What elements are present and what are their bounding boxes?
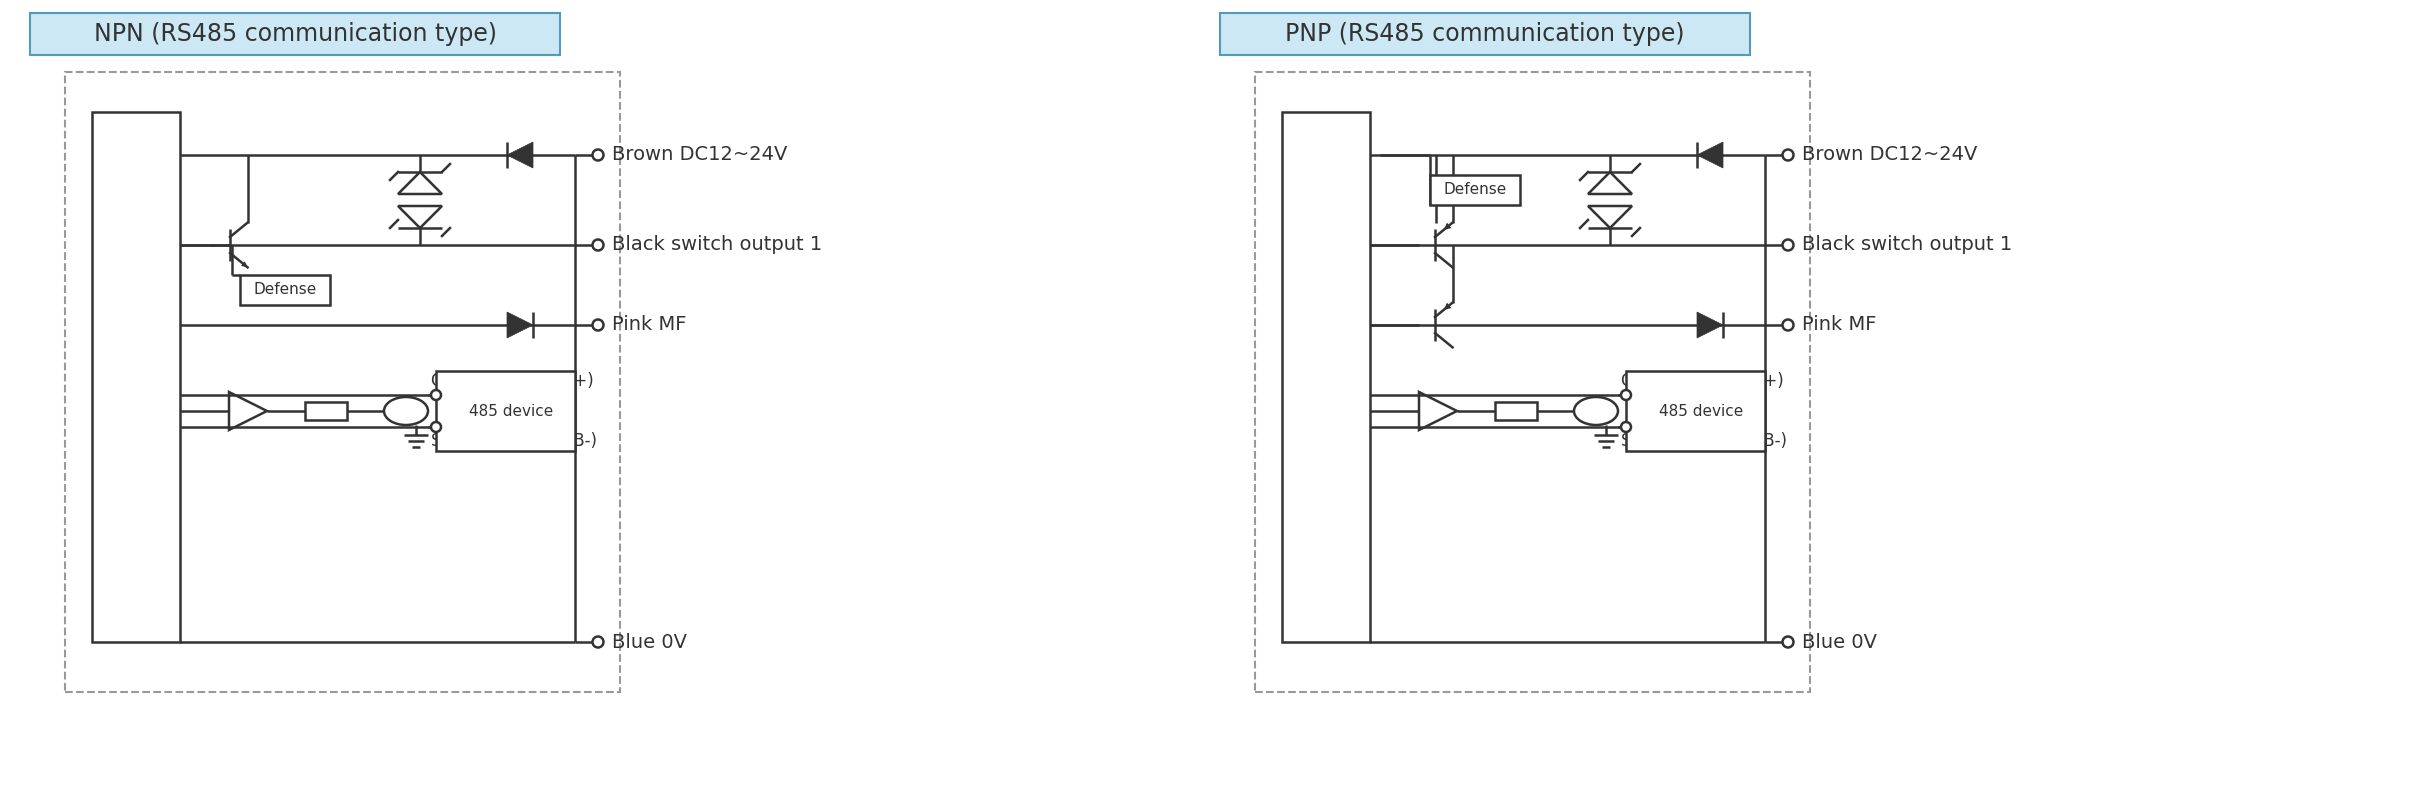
- Text: Grey      RS485(A+): Grey RS485(A+): [1620, 372, 1785, 390]
- Polygon shape: [1444, 222, 1451, 230]
- Circle shape: [1782, 150, 1794, 161]
- Circle shape: [592, 239, 604, 250]
- Text: Pink MF: Pink MF: [1802, 315, 1876, 334]
- Circle shape: [1782, 637, 1794, 647]
- Circle shape: [1620, 390, 1630, 400]
- Bar: [1282, 112, 1369, 642]
- Bar: [65, 72, 621, 692]
- Polygon shape: [1698, 142, 1722, 168]
- Text: 485 device: 485 device: [469, 403, 553, 418]
- Bar: [1220, 13, 1751, 55]
- Circle shape: [1782, 319, 1794, 330]
- Bar: [1495, 402, 1536, 420]
- Text: Defense: Defense: [254, 282, 316, 298]
- Polygon shape: [507, 142, 534, 168]
- Text: Main circuit: Main circuit: [1316, 329, 1335, 425]
- Polygon shape: [507, 312, 534, 338]
- Text: Shielded  RS485(B-): Shielded RS485(B-): [430, 432, 597, 450]
- Bar: [1430, 175, 1519, 205]
- Bar: [1256, 72, 1809, 692]
- Circle shape: [1782, 239, 1794, 250]
- Text: Main circuit: Main circuit: [128, 329, 145, 425]
- Text: 485 device: 485 device: [1659, 403, 1744, 418]
- Circle shape: [592, 150, 604, 161]
- Text: Blue 0V: Blue 0V: [1802, 633, 1876, 651]
- Text: Brown DC12~24V: Brown DC12~24V: [1802, 146, 1978, 165]
- Bar: [29, 13, 560, 55]
- Circle shape: [592, 637, 604, 647]
- Text: PNP (RS485 communication type): PNP (RS485 communication type): [1285, 22, 1686, 46]
- Text: Brown DC12~24V: Brown DC12~24V: [611, 146, 787, 165]
- Text: Grey      RS485(A+): Grey RS485(A+): [430, 372, 594, 390]
- Circle shape: [1620, 422, 1630, 432]
- Text: Shielded  RS485(B-): Shielded RS485(B-): [1620, 432, 1787, 450]
- Text: Black switch output 1: Black switch output 1: [611, 235, 821, 254]
- Text: Defense: Defense: [1444, 182, 1507, 198]
- Bar: [239, 275, 331, 305]
- Polygon shape: [1444, 302, 1451, 310]
- Bar: [1625, 371, 1765, 451]
- Bar: [437, 371, 575, 451]
- Text: Pink MF: Pink MF: [611, 315, 686, 334]
- Text: Blue 0V: Blue 0V: [611, 633, 686, 651]
- Bar: [304, 402, 348, 420]
- Polygon shape: [1698, 312, 1722, 338]
- Circle shape: [592, 319, 604, 330]
- Polygon shape: [242, 262, 249, 267]
- Text: Black switch output 1: Black switch output 1: [1802, 235, 2012, 254]
- Bar: [92, 112, 181, 642]
- Circle shape: [430, 422, 442, 432]
- Text: NPN (RS485 communication type): NPN (RS485 communication type): [94, 22, 497, 46]
- Circle shape: [430, 390, 442, 400]
